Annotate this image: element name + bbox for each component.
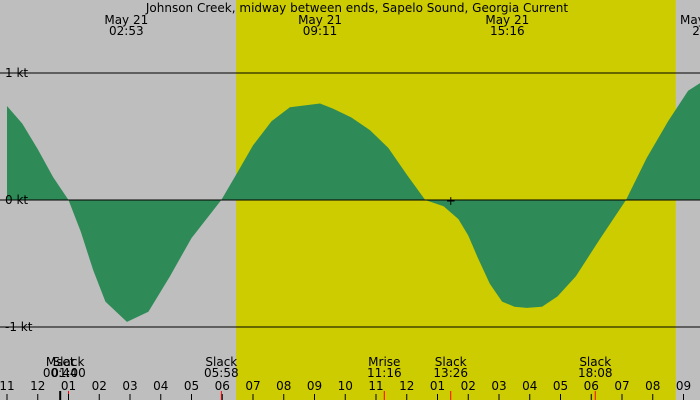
hour-tick-label: 02 [461,379,476,393]
hour-tick-label: 08 [645,379,660,393]
bottom-event-time: 18:08 [578,366,613,380]
bottom-event-time: 01:00 [51,366,86,380]
y-gridlines: 1 kt 0 kt -1 kt + [0,66,700,334]
bottom-event-label: Slack [435,355,467,369]
bottom-event-label: Mrise [368,355,400,369]
event-time: 09:11 [303,24,338,38]
hour-tick-label: 07 [245,379,260,393]
slack-marker: + [446,194,456,208]
hour-tick-label: 01 [430,379,445,393]
event-time: 02:53 [109,24,144,38]
hour-tick-label: 06 [215,379,230,393]
event-date: May 21 [485,13,529,27]
bottom-event-label: Slack [53,355,85,369]
hour-tick-label: 04 [153,379,168,393]
event-time: 15:16 [490,24,525,38]
event-time: 21: [692,24,700,38]
event-date: May 21 [104,13,148,27]
y-tick-label: 1 kt [5,66,28,80]
bottom-event-time: 13:26 [433,366,468,380]
hour-tick-label: 08 [276,379,291,393]
hour-tick-label: 07 [614,379,629,393]
bottom-event-time: 05:58 [204,366,239,380]
bottom-event-label: Mset [46,355,75,369]
hour-tick-label: 06 [584,379,599,393]
y-tick-label: 0 kt [5,193,28,207]
event-date: May 21 [680,13,700,27]
bottom-event-label: Slack [579,355,611,369]
hour-tick-label: 05 [553,379,568,393]
hour-tick-label: 03 [122,379,137,393]
current-areas [7,83,700,322]
hour-tick-label: 12 [399,379,414,393]
hour-tick-label: 04 [522,379,537,393]
hour-tick-label: 01 [61,379,76,393]
hour-tick-label: 10 [338,379,353,393]
hour-tick-label: 03 [491,379,506,393]
bottom-event-labels: Mset00:44Slack01:00Slack05:58Mrise11:16S… [43,355,613,400]
hour-tick-label: 11 [368,379,383,393]
hour-tick-label: 02 [92,379,107,393]
bottom-event-time: 11:16 [367,366,402,380]
y-tick-label: -1 kt [5,320,33,334]
hour-tick-label: 09 [676,379,691,393]
hour-tick-label: 09 [307,379,322,393]
bottom-event-label: Slack [205,355,237,369]
event-date: May 21 [298,13,342,27]
hour-tick-label: 11 [0,379,15,393]
ebb-area [7,83,700,322]
bottom-event-time: 00:44 [43,366,78,380]
chart-title: Johnson Creek, midway between ends, Sape… [145,1,569,15]
hour-tick-label: 12 [30,379,45,393]
hour-tick-label: 05 [184,379,199,393]
hour-axis: 11 12 01 02 03 04 05 06 07 08 09 10 11 12 01 02 03 04 05 06… [0,379,691,400]
